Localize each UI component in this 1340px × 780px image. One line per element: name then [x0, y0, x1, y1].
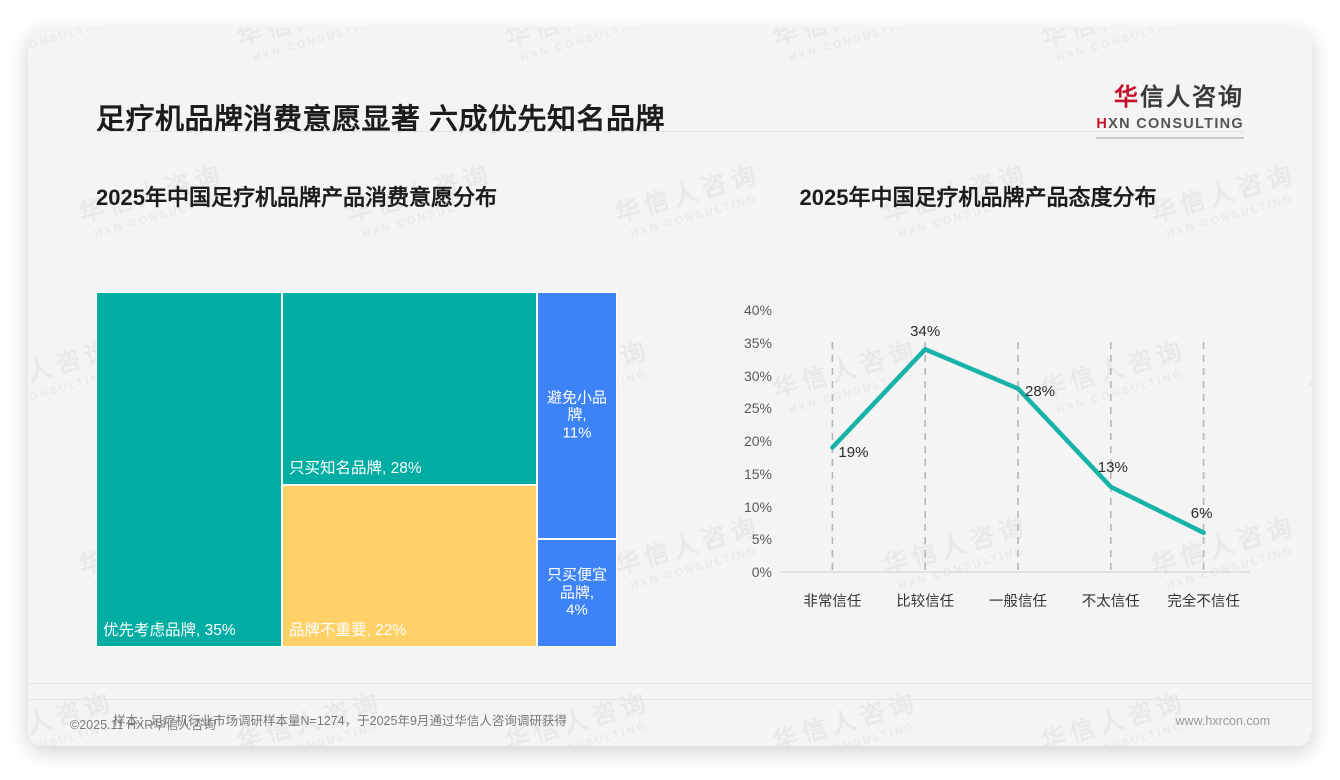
- logo-chinese-red: 华: [1114, 84, 1140, 111]
- treemap-tile[interactable]: 优先考虑品牌, 35%: [96, 292, 282, 647]
- treemap-tile-label: 只买知名品牌, 28%: [289, 459, 422, 477]
- treemap-tile[interactable]: 只买知名品牌, 28%: [282, 292, 537, 485]
- line-chart: 40% 35% 30% 25% 20% 15% 10% 5% 0% 非常信任 比较信任 一般信任 不太信…: [728, 280, 1268, 650]
- treemap-tile[interactable]: 避免小品牌, 11%: [537, 292, 617, 539]
- left-chart-title: 2025年中国足疗机品牌产品消费意愿分布: [96, 185, 497, 210]
- y-axis-tick-label: 20%: [743, 433, 772, 449]
- logo-underline: [1096, 136, 1244, 139]
- footnote: 样本：足疗机行业市场调研样本量N=1274，于2025年9月通过华信人咨询调研获…: [113, 714, 567, 728]
- logo-english: HXN CONSULTING: [1096, 117, 1244, 132]
- right-chart-title: 2025年中国足疗机品牌产品态度分布: [799, 185, 1157, 210]
- treemap-tile[interactable]: 只买便宜品牌, 4%: [537, 539, 617, 647]
- line-series[interactable]: [830, 347, 1206, 535]
- website-link[interactable]: www.hxrcon.com: [1175, 714, 1270, 728]
- x-axis-tick-label: 一般信任: [989, 594, 1047, 610]
- y-axis-tick-label: 5%: [751, 531, 772, 548]
- logo-english-rest: XN CONSULTING: [1108, 116, 1244, 132]
- brand-logo: 华信人咨询 HXN CONSULTING: [1096, 86, 1244, 139]
- logo-chinese: 华信人咨询: [1096, 86, 1244, 110]
- header-divider: [96, 131, 1244, 132]
- logo-chinese-rest: 信人咨询: [1140, 84, 1244, 111]
- x-axis-tick-label: 比较信任: [896, 594, 955, 610]
- data-point-label: 28%: [1025, 382, 1056, 400]
- logo-english-red: H: [1096, 116, 1109, 132]
- slide-header: 足疗机品牌消费意愿显著 六成优先知名品牌 华信人咨询 HXN CONSULTIN…: [28, 28, 1312, 139]
- left-chart-panel: 2025年中国足疗机品牌产品消费意愿分布 优先考虑品牌, 35% 只买知名品牌, …: [96, 180, 656, 660]
- data-point-label: 13%: [1097, 458, 1128, 476]
- data-point-label: 34%: [910, 323, 941, 341]
- x-axis-tick-label: 非常信任: [803, 594, 862, 610]
- y-axis-tick-label: 40%: [743, 302, 772, 318]
- x-axis-tick-label: 完全不信任: [1167, 594, 1240, 610]
- treemap-chart: 优先考虑品牌, 35% 只买知名品牌, 28% 品牌不重要, 22% 避免小品牌, 11…: [96, 292, 617, 647]
- page-title: 足疗机品牌消费意愿显著 六成优先知名品牌: [96, 104, 666, 136]
- treemap-tile-label: 避免小品牌, 11%: [546, 388, 607, 442]
- y-axis-tick-label: 35%: [743, 334, 772, 351]
- treemap-tile[interactable]: 品牌不重要, 22%: [282, 485, 537, 647]
- line-chart-svg: [780, 342, 1250, 573]
- y-axis-tick-label: 25%: [743, 400, 772, 417]
- y-axis-tick-label: 30%: [743, 367, 772, 384]
- slide-footer: ©2025.11 HXR华信人咨询 www.hxrcon.com: [28, 699, 1312, 746]
- treemap-tile-label: 只买便宜品牌, 4%: [546, 566, 607, 619]
- data-point-label: 6%: [1190, 504, 1213, 522]
- right-chart-panel: 2025年中国足疗机品牌产品态度分布 40% 35% 30% 25% 20% 15% 10%…: [728, 180, 1268, 660]
- x-axis-tick-label: 不太信任: [1081, 594, 1140, 610]
- treemap-tile-label: 优先考虑品牌, 35%: [103, 621, 236, 639]
- y-axis-tick-label: 10%: [743, 498, 772, 515]
- y-axis-tick-label: 0%: [751, 564, 772, 580]
- data-point-label: 19%: [838, 443, 869, 461]
- footnote-divider: [28, 683, 1312, 684]
- copyright-text: ©2025.11 HXR华信人咨询: [70, 718, 216, 732]
- y-axis-tick-label: 15%: [743, 465, 772, 482]
- treemap-tile-label: 品牌不重要, 22%: [289, 621, 407, 639]
